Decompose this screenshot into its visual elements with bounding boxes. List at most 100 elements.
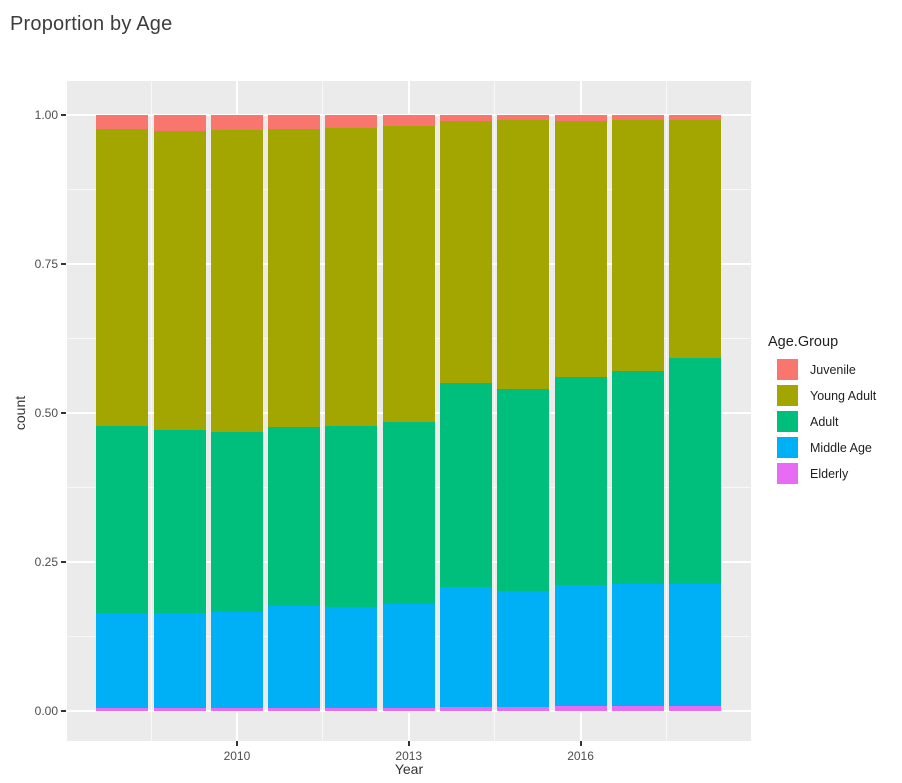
- plot-panel: [67, 81, 751, 741]
- bar-segment-middle-age: [153, 613, 206, 708]
- x-tick-label: 2010: [223, 749, 251, 763]
- bar-segment-juvenile: [440, 115, 493, 121]
- bar-segment-adult: [96, 426, 149, 613]
- gridline-minor-v: [150, 81, 152, 741]
- bar-segment-adult: [554, 377, 607, 586]
- gridline-minor-v: [322, 81, 324, 741]
- bar-segment-middle-age: [96, 612, 149, 708]
- legend-item-elderly: Elderly: [768, 463, 876, 484]
- bar-segment-adult: [440, 383, 493, 588]
- bar-segment-adult: [669, 357, 722, 585]
- legend-swatch-middle-age: [777, 437, 798, 458]
- y-tick-mark: [61, 114, 66, 116]
- stacked-bar-2008: [96, 115, 149, 711]
- y-tick-mark: [61, 263, 66, 265]
- x-tick-label: 2013: [395, 749, 423, 763]
- legend-items: Juvenile Young Adult Adult Middle Age Elderl…: [768, 359, 876, 484]
- legend-label: Middle Age: [810, 440, 872, 455]
- bar-segment-elderly: [325, 708, 378, 711]
- bar-segment-juvenile: [210, 115, 263, 130]
- bar-segment-young-adult: [96, 128, 149, 427]
- bar-segment-middle-age: [669, 584, 722, 707]
- legend-swatch-young-adult: [777, 385, 798, 406]
- bar-segment-young-adult: [382, 125, 435, 422]
- bar-segment-elderly: [382, 708, 435, 711]
- legend-swatch-adult: [777, 411, 798, 432]
- stacked-bar-2011: [268, 115, 321, 711]
- x-tick-label: 2016: [567, 749, 594, 763]
- bar-segment-elderly: [96, 708, 149, 711]
- bar-segment-juvenile: [153, 115, 206, 132]
- legend-swatch-elderly: [777, 463, 798, 484]
- bar-segment-elderly: [440, 707, 493, 711]
- bar-segment-young-adult: [611, 119, 664, 371]
- y-tick-label: 0.50: [34, 406, 58, 420]
- bar-segment-juvenile: [497, 115, 550, 120]
- y-tick-label: 0.75: [34, 257, 58, 271]
- bar-segment-middle-age: [440, 587, 493, 708]
- bar-segment-elderly: [554, 706, 607, 711]
- bar-segment-young-adult: [325, 127, 378, 427]
- bar-segment-juvenile: [669, 115, 722, 120]
- bar-segment-young-adult: [210, 129, 263, 433]
- bar-segment-adult: [153, 429, 206, 614]
- x-tick-mark: [407, 741, 410, 746]
- legend-item-middle-age: Middle Age: [768, 437, 876, 458]
- legend-item-juvenile: Juvenile: [768, 359, 876, 380]
- bar-segment-middle-age: [210, 612, 263, 708]
- bar-segment-young-adult: [669, 119, 722, 358]
- stacked-bar-2012: [325, 115, 378, 711]
- bar-segment-adult: [382, 421, 435, 605]
- y-tick-mark: [61, 412, 66, 414]
- bar-segment-elderly: [611, 706, 664, 711]
- legend-label: Juvenile: [810, 362, 856, 377]
- x-tick-mark: [579, 741, 582, 746]
- bar-segment-adult: [497, 388, 550, 591]
- stacked-bar-2009: [153, 115, 206, 711]
- legend-title: Age.Group: [768, 334, 839, 350]
- legend: Age.Group Juvenile Young Adult Adult Middle…: [768, 334, 876, 489]
- bar-segment-young-adult: [268, 129, 321, 428]
- bar-segment-young-adult: [440, 120, 493, 384]
- bar-segment-adult: [210, 432, 263, 613]
- bar-segment-middle-age: [497, 590, 550, 708]
- bar-segment-middle-age: [268, 606, 321, 708]
- bar-segment-elderly: [669, 706, 722, 711]
- y-tick-label: 1.00: [34, 108, 58, 122]
- bar-segment-juvenile: [611, 115, 664, 120]
- stacked-bar-2016: [554, 115, 607, 711]
- bar-segment-juvenile: [325, 115, 378, 128]
- legend-item-young-adult: Young Adult: [768, 385, 876, 406]
- bar-segment-juvenile: [96, 115, 149, 129]
- bar-segment-elderly: [497, 707, 550, 711]
- chart-title: Proportion by Age: [10, 13, 173, 35]
- bar-segment-elderly: [210, 708, 263, 711]
- stacked-bar-2015: [497, 115, 550, 711]
- legend-label: Young Adult: [810, 388, 877, 403]
- stacked-bar-2010: [210, 115, 263, 711]
- bar-segment-young-adult: [497, 119, 550, 389]
- bar-segment-middle-age: [325, 606, 378, 708]
- bar-segment-young-adult: [554, 120, 607, 378]
- bar-segment-middle-age: [554, 585, 607, 707]
- bar-segment-adult: [268, 427, 321, 607]
- stacked-bar-2017: [611, 115, 664, 711]
- bar-segment-middle-age: [382, 604, 435, 708]
- legend-swatch-juvenile: [777, 359, 798, 380]
- bar-segment-elderly: [268, 708, 321, 711]
- bar-segment-juvenile: [382, 115, 435, 126]
- bar-segment-adult: [325, 426, 378, 607]
- stacked-bar-2018: [669, 115, 722, 711]
- stacked-bar-2014: [440, 115, 493, 711]
- gridline-minor-v: [665, 81, 667, 741]
- legend-label: Adult: [810, 414, 839, 429]
- y-tick-mark: [61, 561, 66, 563]
- bar-segment-adult: [611, 370, 664, 585]
- bar-segment-young-adult: [153, 131, 206, 430]
- x-axis-title: Year: [394, 761, 424, 777]
- bar-segment-elderly: [153, 707, 206, 711]
- y-tick-mark: [61, 710, 66, 712]
- bar-segment-middle-age: [611, 584, 664, 707]
- y-tick-label: 0.25: [34, 555, 58, 569]
